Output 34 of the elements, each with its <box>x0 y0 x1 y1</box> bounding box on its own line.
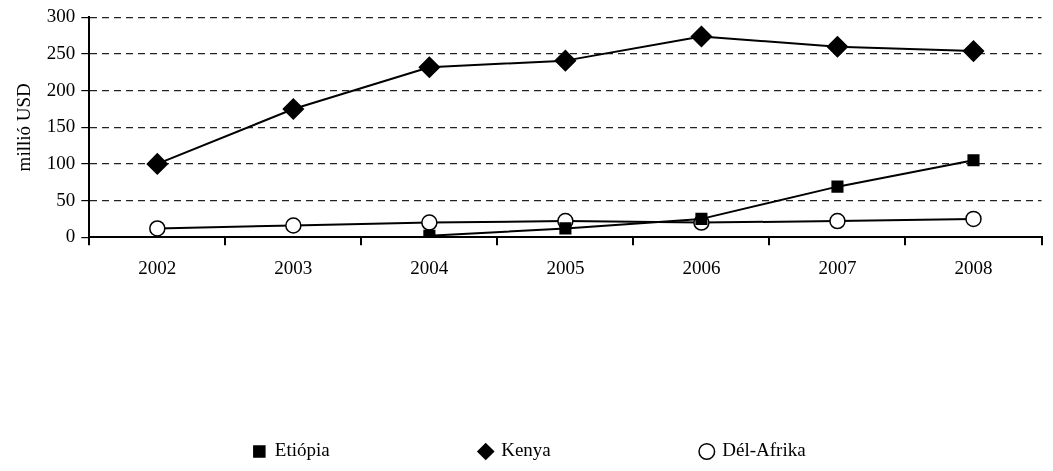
point <box>829 212 846 230</box>
point <box>559 222 572 235</box>
point <box>149 220 166 237</box>
y-tick-label: 100 <box>46 151 76 173</box>
x-tick-label: 2003 <box>274 256 313 278</box>
point <box>690 25 713 48</box>
y-tick-label: 50 <box>56 188 76 210</box>
y-axis-title: millió USD <box>13 83 35 172</box>
x-tick-label: 2006 <box>682 256 721 278</box>
point <box>285 217 302 234</box>
point <box>967 154 980 167</box>
point <box>962 40 985 62</box>
point <box>421 214 438 231</box>
x-tick-label: 2005 <box>546 256 585 278</box>
x-tick-label: 2002 <box>138 256 177 278</box>
point <box>418 56 441 78</box>
y-tick-label: 0 <box>65 225 76 247</box>
point <box>826 35 849 58</box>
point <box>554 49 577 72</box>
y-tick-label: 200 <box>46 78 76 100</box>
y-tick-label: 150 <box>46 115 76 137</box>
y-tick-label: 250 <box>46 42 76 64</box>
x-tick-label: 2004 <box>410 256 449 278</box>
point <box>965 210 982 228</box>
point <box>831 180 844 193</box>
legend-label: Kenya <box>501 439 552 461</box>
x-tick-label: 2007 <box>818 256 857 278</box>
y-tick-label: 300 <box>46 5 76 27</box>
point <box>146 153 169 175</box>
point <box>695 212 708 225</box>
legend-label: Etiópia <box>274 439 331 461</box>
legend-label: Dél-Afrika <box>722 439 807 461</box>
point <box>282 98 305 120</box>
x-tick-label: 2008 <box>954 256 993 278</box>
